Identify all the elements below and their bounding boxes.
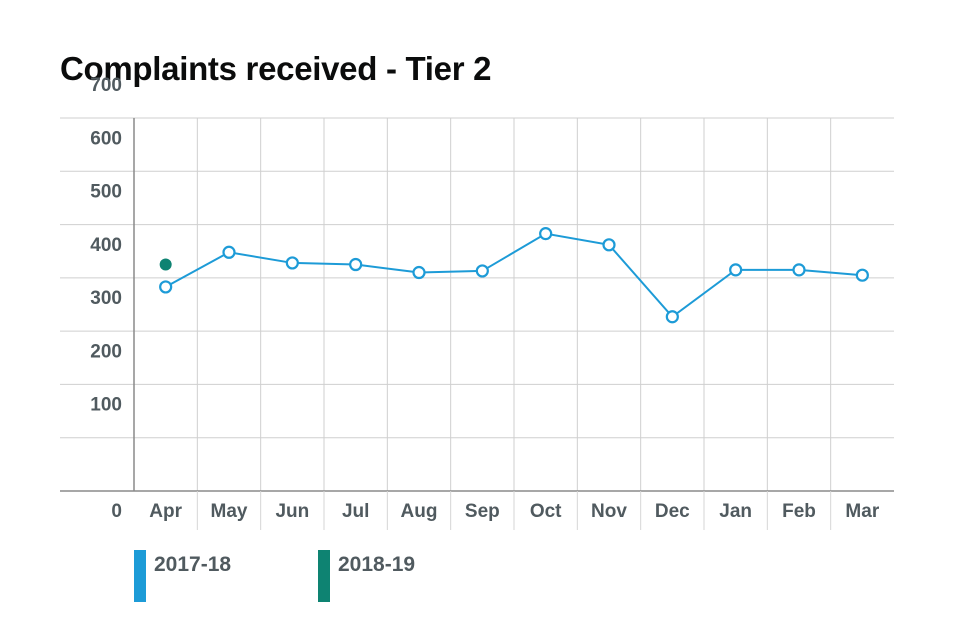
data-point	[792, 263, 806, 277]
legend-label-2017-18: 2017-18	[154, 553, 232, 576]
legend-swatch-2017-18	[134, 550, 146, 602]
series	[159, 227, 869, 324]
chart-title: Complaints received - Tier 2	[60, 50, 492, 87]
axes	[60, 118, 894, 530]
grid	[60, 117, 894, 491]
legend-item-2017-18: 2017-18	[134, 550, 231, 602]
x-tick-label: Feb	[782, 501, 816, 522]
data-point	[159, 280, 173, 294]
legend-swatch-2018-19	[318, 550, 330, 602]
series-line-2017-18	[165, 232, 863, 319]
data-point	[665, 310, 679, 324]
x-tick-label: Jun	[275, 501, 309, 522]
y-axis-tick-labels: 0 100 200 300 400 500 600 700	[90, 75, 122, 522]
x-tick-label: Jul	[342, 501, 369, 522]
x-axis-tick-labels: Apr May Jun Jul Aug Sep Oct Nov Dec Jan Feb Mar	[149, 501, 880, 522]
x-tick-label: Jan	[719, 501, 752, 522]
data-point	[539, 227, 553, 241]
x-tick-label: Apr	[149, 501, 182, 522]
x-tick-label: Oct	[530, 501, 562, 522]
x-tick-label: Mar	[845, 501, 879, 522]
y-tick-label: 300	[90, 288, 122, 309]
y-tick-label: 500	[90, 182, 122, 203]
data-point	[349, 257, 363, 272]
x-tick-label: May	[211, 501, 248, 522]
y-tick-label: 400	[90, 235, 122, 256]
data-point	[602, 238, 616, 252]
x-tick-label: Nov	[591, 501, 627, 522]
data-point	[285, 256, 299, 270]
legend-label-2018-19: 2018-19	[338, 553, 416, 576]
x-tick-label: Aug	[401, 501, 438, 522]
x-tick-label: Dec	[655, 501, 690, 522]
y-tick-label: 700	[90, 75, 122, 96]
data-point	[855, 268, 869, 282]
data-point	[475, 264, 489, 278]
data-point	[159, 258, 172, 271]
y-tick-label: 600	[90, 128, 122, 149]
data-point	[412, 265, 426, 280]
y-tick-label: 200	[90, 341, 122, 362]
y-tick-label: 0	[111, 501, 122, 522]
data-point	[222, 245, 236, 259]
legend-item-2018-19: 2018-19	[318, 550, 415, 602]
y-tick-label: 100	[90, 395, 122, 416]
data-point	[729, 263, 743, 277]
x-tick-label: Sep	[465, 501, 500, 522]
